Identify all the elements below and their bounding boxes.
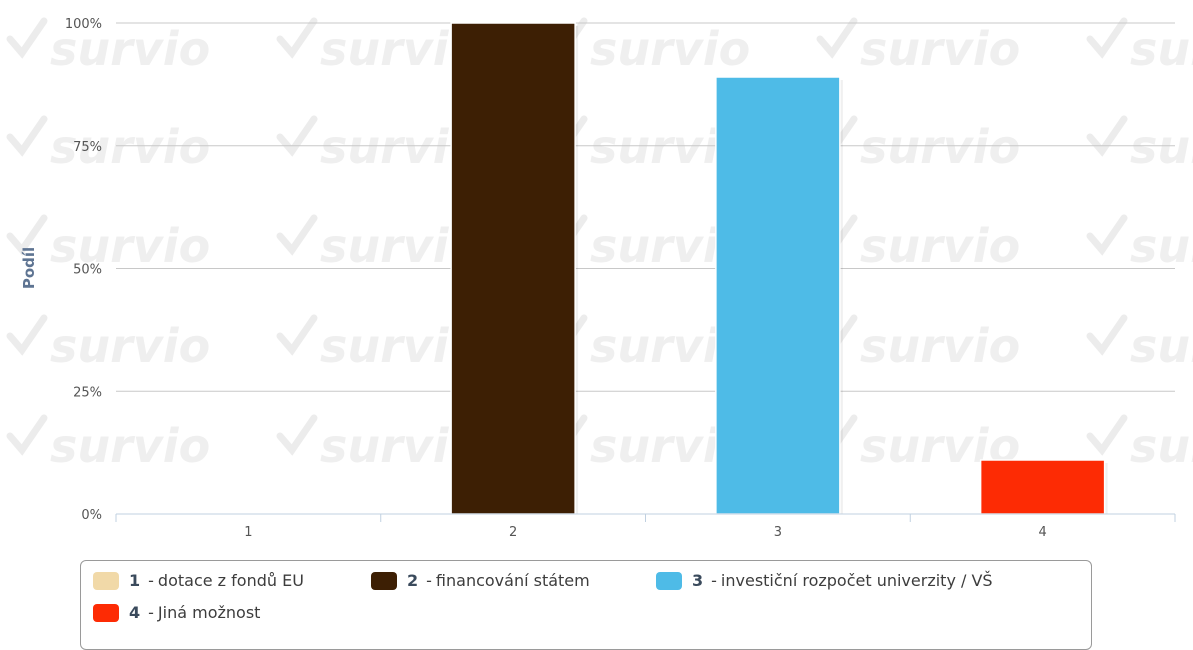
y-axis-label: Podíl — [20, 247, 38, 289]
legend-swatch-4 — [93, 603, 119, 622]
bar-chart: survio survio survio survio survio survio surv… — [6, 17, 1193, 540]
watermark-check-icon — [816, 17, 858, 59]
watermark-check-icon — [1086, 17, 1128, 59]
bars — [450, 22, 1108, 515]
watermark-logo: survio — [816, 115, 1020, 174]
watermark-check-icon — [6, 17, 48, 59]
watermark-text: survio — [50, 419, 210, 473]
watermark-text: survio — [860, 319, 1020, 373]
legend-separator-3: - — [711, 571, 717, 590]
axes: 0% 25% 50% 75% 100% 1 2 3 4 — [65, 17, 1176, 540]
watermark-check-icon — [276, 17, 318, 59]
watermark-logo: survio — [276, 115, 480, 174]
watermark-text: survio — [860, 120, 1020, 174]
legend-separator-2: - — [426, 571, 432, 590]
legend-item-2[interactable]: 2 - financování státem — [371, 571, 590, 590]
legend-swatch-2 — [371, 571, 397, 590]
legend-swatch-3 — [656, 571, 682, 590]
legend-separator-4: - — [148, 603, 154, 622]
bar — [979, 459, 1106, 515]
watermark-text: survio — [50, 219, 210, 273]
legend-number-4: 4 — [129, 603, 141, 622]
watermark-logo: survio — [1086, 214, 1193, 273]
watermark-check-icon — [1086, 214, 1128, 256]
watermark-text: survio — [50, 22, 210, 76]
watermark-logo: survio — [816, 214, 1020, 273]
watermark-check-icon — [6, 214, 48, 256]
legend-item-4[interactable]: 4 - Jiná možnost — [93, 603, 260, 622]
watermark-text: survio — [590, 22, 750, 76]
watermark-check-icon — [1086, 115, 1128, 157]
watermark-logo: survio — [276, 414, 480, 473]
watermark-text: survio — [1130, 319, 1193, 373]
watermark-logo: survio — [6, 314, 210, 373]
y-tick-label: 100% — [65, 17, 102, 32]
x-tick-label: 4 — [1038, 525, 1046, 540]
watermark-check-icon — [6, 314, 48, 356]
legend-label-1: dotace z fondů EU — [157, 571, 304, 590]
watermark-logo: survio — [816, 314, 1020, 373]
watermark-text: survio — [1130, 120, 1193, 174]
bar — [450, 22, 576, 515]
legend-swatch-1 — [93, 571, 119, 590]
watermark-logo: survio — [1086, 414, 1193, 473]
watermark-text: survio — [860, 22, 1020, 76]
watermark-check-icon — [1086, 314, 1128, 356]
legend-number-1: 1 — [129, 571, 141, 590]
watermark-logo: survio — [6, 17, 210, 76]
legend-number-3: 3 — [692, 571, 704, 590]
watermark-logo: survio — [6, 214, 210, 273]
legend-item-3[interactable]: 3 - investiční rozpočet univerzity / VŠ — [656, 571, 993, 590]
y-tick-label: 75% — [73, 140, 102, 155]
y-tick-label: 0% — [81, 508, 102, 523]
watermark-logo: survio — [1086, 17, 1193, 76]
watermark-logo: survio — [6, 115, 210, 174]
watermark-logo: survio — [546, 17, 750, 76]
legend-item-1[interactable]: 1 - dotace z fondů EU — [93, 571, 304, 590]
watermark-logo: survio — [276, 17, 480, 76]
watermark-check-icon — [276, 115, 318, 157]
watermark-logo: survio — [816, 17, 1020, 76]
legend-separator-1: - — [148, 571, 154, 590]
y-tick-label: 50% — [73, 263, 102, 278]
bar — [715, 76, 841, 515]
legend-label-4: Jiná možnost — [157, 603, 261, 622]
watermark-logo: survio — [1086, 314, 1193, 373]
watermark-text: survio — [1130, 22, 1193, 76]
watermark-layer: survio survio survio survio survio survio surv… — [6, 17, 1193, 473]
watermark-check-icon — [1086, 414, 1128, 456]
watermark-logo: survio — [1086, 115, 1193, 174]
watermark-check-icon — [276, 214, 318, 256]
legend-label-3: investiční rozpočet univerzity / VŠ — [720, 571, 993, 590]
watermark-logo: survio — [276, 214, 480, 273]
watermark-check-icon — [6, 414, 48, 456]
x-tick-label: 2 — [509, 525, 517, 540]
x-tick-label: 3 — [774, 525, 782, 540]
watermark-check-icon — [276, 414, 318, 456]
legend-number-2: 2 — [407, 571, 419, 590]
watermark-logo: survio — [6, 414, 210, 473]
x-tick-label: 1 — [244, 525, 252, 540]
watermark-logo: survio — [276, 314, 480, 373]
watermark-text: survio — [50, 120, 210, 174]
watermark-check-icon — [276, 314, 318, 356]
legend-label-2: financování státem — [435, 571, 590, 590]
watermark-text: survio — [1130, 219, 1193, 273]
watermark-text: survio — [1130, 419, 1193, 473]
y-tick-label: 25% — [73, 385, 102, 400]
watermark-check-icon — [6, 115, 48, 157]
watermark-text: survio — [50, 319, 210, 373]
watermark-text: survio — [860, 219, 1020, 273]
legend: 1 - dotace z fondů EU 2 - financování st… — [80, 560, 1092, 650]
